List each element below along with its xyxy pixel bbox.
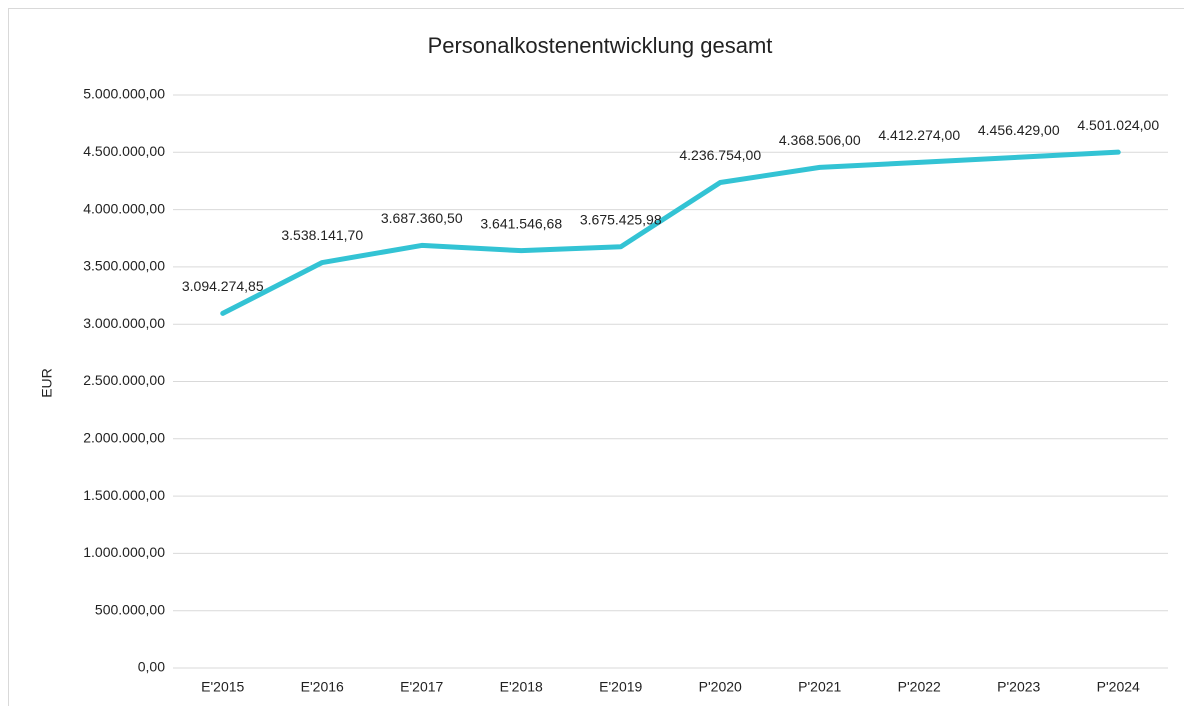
data-label: 3.687.360,50 [381,210,463,226]
y-tick-label: 2.500.000,00 [83,372,165,388]
y-tick-label: 2.000.000,00 [83,430,165,446]
x-tick-label: E'2018 [500,679,543,695]
y-tick-label: 5.000.000,00 [83,86,165,102]
y-tick-label: 4.500.000,00 [83,143,165,159]
x-tick-label: P'2024 [1097,679,1140,695]
data-label: 3.641.546,68 [480,215,562,231]
chart-title: Personalkostenentwicklung gesamt [428,33,773,58]
data-label: 4.236.754,00 [679,147,761,163]
y-tick-label: 1.500.000,00 [83,487,165,503]
chart-frame [8,8,1184,706]
x-tick-label: P'2023 [997,679,1040,695]
data-label: 4.412.274,00 [878,127,960,143]
data-label: 4.368.506,00 [779,132,861,148]
y-tick-label: 3.500.000,00 [83,258,165,274]
data-label: 4.501.024,00 [1077,117,1159,133]
y-tick-label: 500.000,00 [95,601,165,617]
y-tick-label: 0,00 [138,659,165,675]
y-tick-label: 1.000.000,00 [83,544,165,560]
x-tick-label: E'2017 [400,679,443,695]
data-label: 3.538.141,70 [281,227,363,243]
line [220,149,1121,316]
x-tick-label: E'2016 [301,679,344,695]
y-tick-label: 4.000.000,00 [83,200,165,216]
x-tick-label: P'2021 [798,679,841,695]
data-label: 3.675.425,98 [580,211,662,227]
y-axis-label: EUR [39,368,55,398]
x-tick-label: P'2022 [898,679,941,695]
y-tick-label: 3.000.000,00 [83,315,165,331]
x-tick-label: E'2015 [201,679,244,695]
x-tick-label: E'2019 [599,679,642,695]
data-label: 4.456.429,00 [978,122,1060,138]
x-tick-label: P'2020 [699,679,742,695]
data-label: 3.094.274,85 [182,278,264,294]
